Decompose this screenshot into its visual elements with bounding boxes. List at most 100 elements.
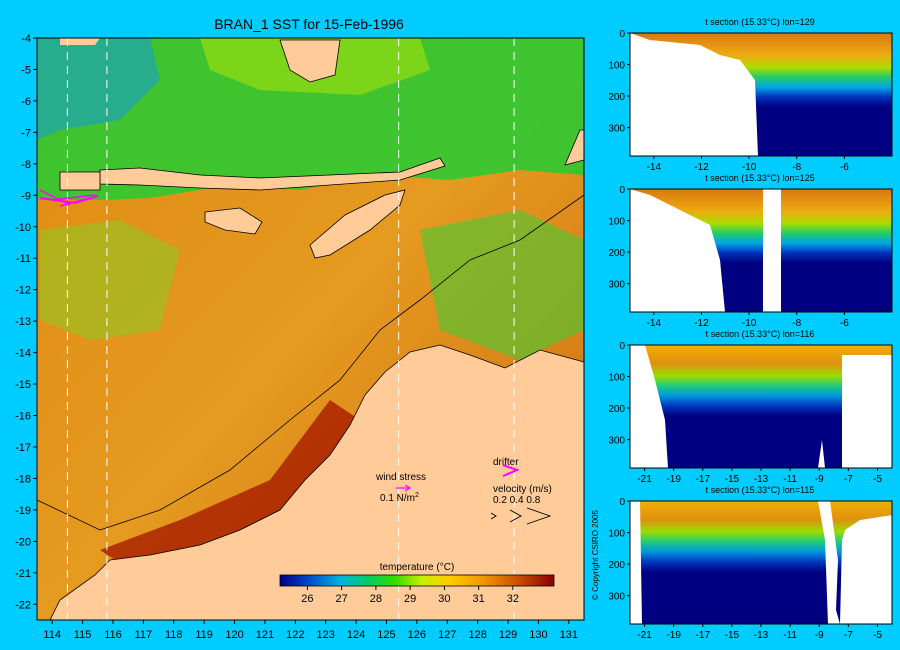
colorbar: temperature (°C) 26 27 28 29 30 31 32: [279, 562, 555, 605]
section-title-2: t section (15.33°C) lon=125: [705, 173, 814, 183]
section-x-tick-label: -13: [754, 474, 769, 485]
map-y-tick-label: -20: [15, 536, 31, 548]
section-x-tick-label: -17: [696, 630, 711, 641]
section-x-tick-label: -13: [754, 630, 769, 641]
section-y-tick-label: 100: [608, 217, 625, 228]
island-sulawesi: [279, 39, 341, 83]
map-x-tick-label: 127: [438, 629, 456, 641]
section-land-3a: [630, 345, 668, 468]
section-x-tick-label: -6: [840, 318, 849, 329]
map-x-tick-label: 123: [317, 629, 335, 641]
island-borneo-edge: [60, 38, 100, 45]
map-x-tick-label: 131: [560, 629, 578, 641]
section-x-tick-label: -10: [742, 162, 757, 173]
map-y-ticks: -4 -5 -6 -7 -8 -9 -10 -11 -12 -13 -14 -15 -16 -17 -18 -…: [15, 33, 37, 611]
section-y-tick-label: 300: [608, 124, 625, 135]
section-y-tick-label: 100: [608, 61, 625, 72]
map-y-tick-label: -8: [21, 159, 31, 171]
eddy-east: [420, 210, 584, 360]
map-y-tick-label: -4: [21, 33, 31, 45]
section-y-tick-label: 200: [608, 404, 625, 415]
section-title-1: t section (15.33°C) lon=129: [705, 17, 814, 27]
wind-stress-arrow: [396, 484, 412, 492]
island-sumba: [204, 207, 263, 235]
wind-stress-label: wind stress: [375, 472, 426, 483]
section-x-tick-label: -15: [725, 474, 740, 485]
velocity-label: velocity (m/s): [493, 484, 552, 495]
section-x-tick-label: -5: [873, 630, 882, 641]
section-frame-1: [629, 32, 893, 157]
map-y-tick-label: -5: [21, 64, 31, 76]
wind-stress-value: 0.1 N/m2: [380, 492, 419, 504]
drifter-arrows: [39, 189, 96, 207]
map-y-tick-label: -10: [15, 222, 31, 234]
section-y-tick-label: 200: [608, 92, 625, 103]
section-land-2b: [763, 189, 781, 312]
colorbar-title: temperature (°C): [380, 562, 455, 573]
section-y-tick-label: 0: [619, 497, 625, 508]
section-x-tick-label: -5: [873, 474, 882, 485]
section-title-4: t section (15.33°C) lon=115: [706, 485, 815, 495]
wind-stress-exponent: 2: [415, 492, 419, 499]
map-title: BRAN_1 SST for 15-Feb-1996: [214, 16, 404, 32]
section-x-tick-label: -19: [666, 630, 681, 641]
island-lombok: [59, 171, 101, 191]
colorbar-tick-label: 26: [301, 593, 313, 605]
section-x-tick-label: -17: [696, 474, 711, 485]
section-land-4a: [630, 501, 642, 624]
section-x-tick-label: -21: [637, 630, 652, 641]
section-x-tick-label: -14: [647, 318, 662, 329]
section-frame-2: [629, 188, 893, 313]
drifter-label: drifter: [493, 457, 519, 468]
section-x-tick-label: -11: [783, 474, 797, 485]
australia-land: [49, 344, 585, 621]
section-land-3b: [842, 355, 892, 468]
map-x-tick-label: 118: [165, 629, 183, 641]
section-x-tick-label: -7: [844, 630, 853, 641]
map-x-tick-label: 114: [43, 629, 61, 641]
section-panel-1: t section (15.33°C) lon=129 -14 -12 -10 -8-…: [608, 17, 893, 173]
map-y-tick-label: -14: [15, 348, 31, 360]
section-x-tick-label: -7: [844, 474, 853, 485]
shelf-contour: [36, 194, 585, 531]
section-y-tick-label: 0: [619, 29, 625, 40]
map-x-tick-label: 126: [408, 629, 426, 641]
cool-water-north: [37, 38, 584, 200]
section-land-1: [630, 33, 758, 156]
section-x-tick-label: -12: [694, 318, 709, 329]
map-y-tick-label: -12: [15, 285, 31, 297]
section-panel-2: t section (15.33°C) lon=125 -14 -12 -10 -8-…: [608, 173, 893, 329]
map-x-tick-label: 122: [286, 629, 304, 641]
map-y-tick-label: -11: [16, 253, 31, 265]
section-y-tick-label: 300: [608, 436, 625, 447]
section-y-tick-label: 300: [608, 592, 625, 603]
map-legend: wind stress 0.1 N/m2 drifter velocity (m…: [375, 457, 552, 525]
colorbar-tick-label: 27: [336, 593, 348, 605]
colorbar-tick-label: 29: [404, 593, 416, 605]
section-y-tick-label: 0: [619, 185, 625, 196]
map-panel: [36, 38, 585, 621]
section-x-tick-label: -21: [637, 474, 652, 485]
section-land-3c: [818, 440, 825, 468]
section-ticks-1: -14 -12 -10 -8 -6 0 100 200 300: [608, 29, 849, 173]
section-x-tick-label: -8: [792, 162, 801, 173]
map-y-tick-label: -17: [15, 442, 31, 454]
island-timor: [309, 189, 406, 259]
section-x-tick-label: -6: [840, 162, 849, 173]
colorbar-tick-label: 32: [507, 593, 519, 605]
section-y-tick-label: 200: [608, 248, 625, 259]
map-y-tick-label: -13: [15, 316, 31, 328]
map-x-tick-label: 117: [135, 629, 153, 641]
section-x-tick-label: -10: [742, 318, 757, 329]
colorbar-tick-label: 28: [370, 593, 382, 605]
section-ticks-3: -21 -19 -17 -15 -13 -11 -9 -7 -5 0 100 200 300: [608, 341, 882, 485]
map-x-tick-label: 124: [347, 629, 365, 641]
section-land-2a: [630, 189, 725, 312]
section-x-tick-label: -12: [694, 162, 709, 173]
map-y-tick-label: -16: [15, 411, 31, 423]
drifter-legend-arrow: [502, 464, 520, 477]
map-y-tick-label: -19: [15, 505, 31, 517]
section-x-tick-label: -9: [815, 630, 824, 641]
section-ticks-2: -14 -12 -10 -8 -6 0 100 200 300: [608, 185, 849, 329]
